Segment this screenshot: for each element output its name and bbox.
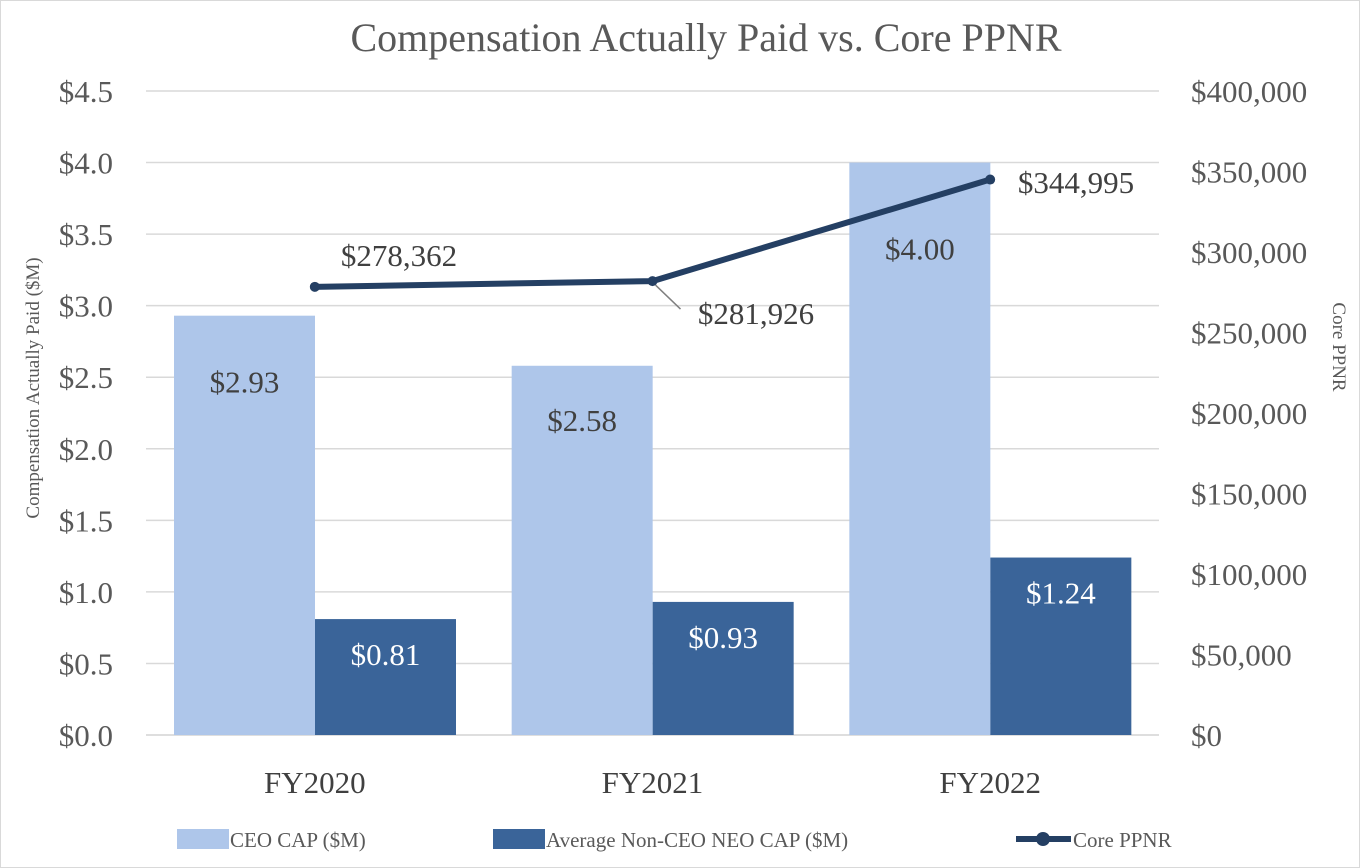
core-ppnr-label: $278,362: [341, 238, 457, 273]
category-label: FY2020: [264, 765, 366, 800]
category-label: FY2022: [939, 765, 1041, 800]
legend-swatch-neo-cap: [493, 829, 545, 849]
left-tick-label: $4.5: [59, 74, 113, 109]
right-tick-label: $50,000: [1191, 638, 1292, 673]
legend-label-neo-cap: Average Non-CEO NEO CAP ($M): [546, 828, 848, 852]
category-labels: FY2020 FY2021 FY2022: [264, 765, 1041, 800]
neo-cap-bar: [990, 557, 1132, 735]
right-tick-label: $300,000: [1191, 235, 1307, 270]
left-tick-label: $3.5: [59, 217, 113, 252]
ceo-cap-bar: [174, 315, 315, 735]
legend-label-core-ppnr: Core PPNR: [1073, 828, 1172, 852]
neo-cap-bar: [652, 601, 794, 735]
right-tick-label: $250,000: [1191, 316, 1307, 351]
ceo-cap-bar: [511, 365, 653, 735]
legend-marker-core-ppnr: [1036, 832, 1050, 846]
core-ppnr-leader-line: [654, 284, 682, 310]
right-axis-ticks: $0 $50,000 $100,000 $150,000 $200,000 $250,00…: [1191, 74, 1307, 753]
core-ppnr-marker: [985, 174, 996, 185]
left-tick-label: $0.0: [59, 718, 113, 753]
ceo-cap-label: $2.58: [547, 403, 617, 438]
left-axis-title: Compensation Actually Paid ($M): [23, 257, 44, 518]
core-ppnr-line-layer: [309, 174, 996, 292]
left-tick-label: $2.0: [59, 432, 113, 467]
right-tick-label: $200,000: [1191, 396, 1307, 431]
right-tick-label: $100,000: [1191, 557, 1307, 592]
right-tick-label: $0: [1191, 718, 1222, 753]
data-labels: $2.93 $0.81 $2.58 $0.93 $4.00 $1.24 $278,362 $2…: [210, 165, 1135, 672]
left-tick-label: $2.5: [59, 360, 113, 395]
neo-cap-label: $0.81: [351, 637, 421, 672]
right-tick-label: $150,000: [1191, 477, 1307, 512]
left-tick-label: $3.0: [59, 289, 113, 324]
right-axis-title: Core PPNR: [1328, 302, 1349, 392]
left-tick-label: $1.0: [59, 575, 113, 610]
legend-swatch-ceo-cap: [177, 829, 229, 849]
core-ppnr-label: $344,995: [1018, 165, 1134, 200]
ceo-cap-label: $2.93: [210, 365, 280, 400]
ceo-cap-label: $4.00: [885, 232, 955, 267]
core-ppnr-marker: [647, 276, 658, 287]
bars: [174, 162, 1132, 736]
core-ppnr-marker: [309, 281, 320, 292]
left-tick-label: $0.5: [59, 646, 113, 681]
left-tick-label: $4.0: [59, 146, 113, 181]
neo-cap-label: $1.24: [1026, 576, 1096, 611]
left-axis-ticks: $0.0 $0.5 $1.0 $1.5 $2.0 $2.5 $3.0 $3.5 $4.0 $4.5: [59, 74, 113, 753]
category-label: FY2021: [602, 765, 704, 800]
right-tick-label: $350,000: [1191, 155, 1307, 190]
neo-cap-label: $0.93: [688, 620, 758, 655]
neo-cap-bar: [315, 619, 456, 735]
legend: CEO CAP ($M) Average Non-CEO NEO CAP ($M)…: [177, 828, 1172, 852]
core-ppnr-label: $281,926: [698, 296, 814, 331]
ceo-cap-bar: [849, 162, 991, 736]
chart-title: Compensation Actually Paid vs. Core PPNR: [350, 15, 1061, 60]
right-tick-label: $400,000: [1191, 74, 1307, 109]
left-tick-label: $1.5: [59, 503, 113, 538]
legend-label-ceo-cap: CEO CAP ($M): [230, 828, 366, 852]
